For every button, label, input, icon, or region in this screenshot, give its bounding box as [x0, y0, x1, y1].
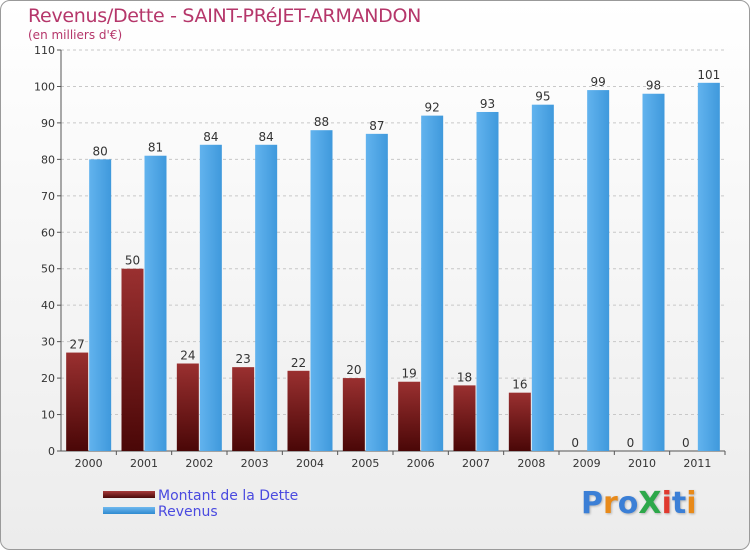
data-label-dette: 27 — [70, 338, 85, 352]
y-tick-label: 30 — [41, 336, 55, 349]
proxiti-logo: ProXiti — [581, 486, 697, 521]
y-tick-label: 10 — [41, 409, 55, 422]
logo-letter: P — [581, 486, 603, 521]
x-tick-label: 2010 — [628, 457, 656, 470]
data-label-revenus: 84 — [259, 130, 274, 144]
x-tick-label: 2005 — [351, 457, 379, 470]
x-tick-label: 2006 — [407, 457, 435, 470]
logo-letter: i — [661, 486, 672, 521]
x-tick-label: 2000 — [75, 457, 103, 470]
legend-swatch-revenus — [103, 507, 155, 514]
x-tick-label: 2002 — [185, 457, 213, 470]
logo-letter: X — [638, 486, 662, 521]
data-label-dette: 23 — [236, 352, 251, 366]
bar-revenus — [365, 133, 388, 451]
y-tick-label: 90 — [41, 117, 55, 130]
data-label-revenus: 99 — [591, 75, 606, 89]
chart-title: Revenus/Dette - SAINT-PRéJET-ARMANDON — [28, 5, 422, 27]
data-label-revenus: 93 — [480, 97, 495, 111]
bar-dette — [287, 370, 310, 451]
x-tick-label: 2007 — [462, 457, 490, 470]
logo-letter: i — [686, 486, 697, 521]
data-label-revenus: 88 — [314, 115, 329, 129]
bar-revenus — [697, 82, 720, 452]
legend-swatch-dette — [103, 491, 155, 498]
bar-dette — [232, 367, 255, 451]
y-tick-label: 0 — [48, 445, 55, 458]
x-tick-label: 2009 — [573, 457, 601, 470]
data-label-dette: 20 — [346, 363, 361, 377]
data-label-revenus: 95 — [535, 90, 550, 104]
data-label-revenus: 98 — [646, 79, 661, 93]
x-tick-label: 2001 — [130, 457, 158, 470]
bar-revenus — [587, 90, 610, 451]
y-tick-label: 40 — [41, 299, 55, 312]
data-label-revenus: 92 — [425, 101, 440, 115]
x-tick-label: 2003 — [241, 457, 269, 470]
logo-letter: r — [603, 486, 618, 521]
data-label-dette: 50 — [125, 254, 140, 268]
bar-dette — [66, 352, 89, 451]
data-label-revenus: 101 — [697, 68, 720, 82]
data-label-dette: 16 — [512, 378, 527, 392]
bar-revenus — [255, 144, 278, 452]
bar-revenus — [421, 115, 444, 452]
bar-revenus — [310, 130, 333, 451]
data-label-revenus: 84 — [203, 130, 218, 144]
y-tick-label: 60 — [41, 226, 55, 239]
bar-revenus — [642, 93, 665, 451]
logo-letter: t — [671, 486, 687, 521]
data-label-dette: 24 — [180, 349, 195, 363]
y-tick-label: 100 — [34, 80, 55, 93]
x-tick-label: 2011 — [683, 457, 711, 470]
y-tick-label: 50 — [41, 263, 55, 276]
y-tick-label: 110 — [34, 44, 55, 57]
bar-dette — [398, 381, 421, 451]
bar-revenus — [89, 159, 112, 451]
data-label-dette: 0 — [627, 436, 635, 450]
bar-dette — [342, 378, 365, 451]
bar-revenus — [144, 155, 167, 451]
data-label-dette: 22 — [291, 356, 306, 370]
y-tick-label: 20 — [41, 372, 55, 385]
x-tick-label: 2008 — [517, 457, 545, 470]
bar-revenus — [476, 111, 499, 452]
data-label-dette: 18 — [457, 370, 472, 384]
bar-dette — [121, 268, 144, 451]
data-label-dette: 0 — [682, 436, 690, 450]
y-tick-label: 70 — [41, 190, 55, 203]
x-tick-label: 2004 — [296, 457, 324, 470]
data-label-revenus: 80 — [93, 144, 108, 158]
data-label-revenus: 81 — [148, 141, 163, 155]
logo-letter: o — [617, 486, 639, 521]
bar-dette — [508, 392, 531, 451]
bar-dette — [176, 363, 199, 451]
bar-dette — [453, 385, 476, 451]
data-label-dette: 0 — [571, 436, 579, 450]
bar-revenus — [531, 104, 554, 451]
y-tick-label: 80 — [41, 153, 55, 166]
bar-revenus — [199, 144, 222, 452]
legend-label-revenus: Revenus — [158, 504, 218, 520]
data-label-dette: 19 — [402, 367, 417, 381]
chart-subtitle: (en milliers d'€) — [28, 28, 123, 42]
data-label-revenus: 87 — [369, 119, 384, 133]
legend-label-dette: Montant de la Dette — [158, 488, 299, 504]
